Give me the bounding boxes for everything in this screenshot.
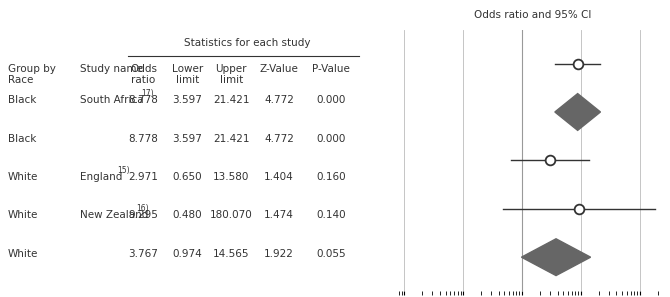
Text: 9.295: 9.295	[129, 210, 158, 220]
Text: 0.055: 0.055	[316, 249, 346, 259]
Text: White: White	[8, 210, 38, 220]
Text: Odds
ratio: Odds ratio	[130, 64, 157, 85]
Text: 15): 15)	[117, 166, 130, 175]
Polygon shape	[555, 94, 600, 130]
Text: 1.922: 1.922	[264, 249, 294, 259]
Text: 0.140: 0.140	[316, 210, 346, 220]
Text: 3.767: 3.767	[129, 249, 158, 259]
Text: 2.971: 2.971	[129, 172, 158, 182]
Text: Lower
limit: Lower limit	[172, 64, 203, 85]
Polygon shape	[521, 239, 591, 276]
Text: 0.000: 0.000	[316, 95, 346, 105]
Text: Statistics for each study: Statistics for each study	[184, 37, 310, 48]
Text: Black: Black	[8, 134, 36, 144]
Text: 13.580: 13.580	[213, 172, 249, 182]
Text: 16): 16)	[136, 204, 149, 213]
Text: 180.070: 180.070	[210, 210, 253, 220]
Text: 4.772: 4.772	[264, 95, 294, 105]
Text: P-Value: P-Value	[312, 64, 350, 74]
Text: 21.421: 21.421	[213, 95, 249, 105]
Text: 0.974: 0.974	[172, 249, 202, 259]
Text: Upper
limit: Upper limit	[216, 64, 247, 85]
Text: New Zealand: New Zealand	[80, 210, 148, 220]
Text: Black: Black	[8, 95, 36, 105]
Text: 17): 17)	[141, 89, 153, 98]
Text: Study name: Study name	[80, 64, 143, 74]
Text: 3.597: 3.597	[172, 134, 202, 144]
Text: 3.597: 3.597	[172, 95, 202, 105]
Text: 1.404: 1.404	[264, 172, 294, 182]
Text: White: White	[8, 249, 38, 259]
Text: Odds ratio and 95% CI: Odds ratio and 95% CI	[474, 10, 592, 20]
Text: White: White	[8, 172, 38, 182]
Text: 0.650: 0.650	[173, 172, 202, 182]
Text: 1.474: 1.474	[264, 210, 294, 220]
Text: 21.421: 21.421	[213, 134, 249, 144]
Text: 0.000: 0.000	[316, 134, 346, 144]
Text: 8.778: 8.778	[129, 95, 158, 105]
Text: 4.772: 4.772	[264, 134, 294, 144]
Text: Z-Value: Z-Value	[259, 64, 299, 74]
Text: South Africa: South Africa	[80, 95, 143, 105]
Text: 0.160: 0.160	[316, 172, 346, 182]
Text: 8.778: 8.778	[129, 134, 158, 144]
Text: 0.480: 0.480	[173, 210, 202, 220]
Text: England: England	[80, 172, 122, 182]
Text: Group by
Race: Group by Race	[8, 64, 56, 85]
Text: 14.565: 14.565	[213, 249, 249, 259]
